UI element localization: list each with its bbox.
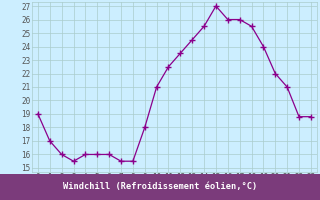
Text: Windchill (Refroidissement éolien,°C): Windchill (Refroidissement éolien,°C): [63, 182, 257, 192]
